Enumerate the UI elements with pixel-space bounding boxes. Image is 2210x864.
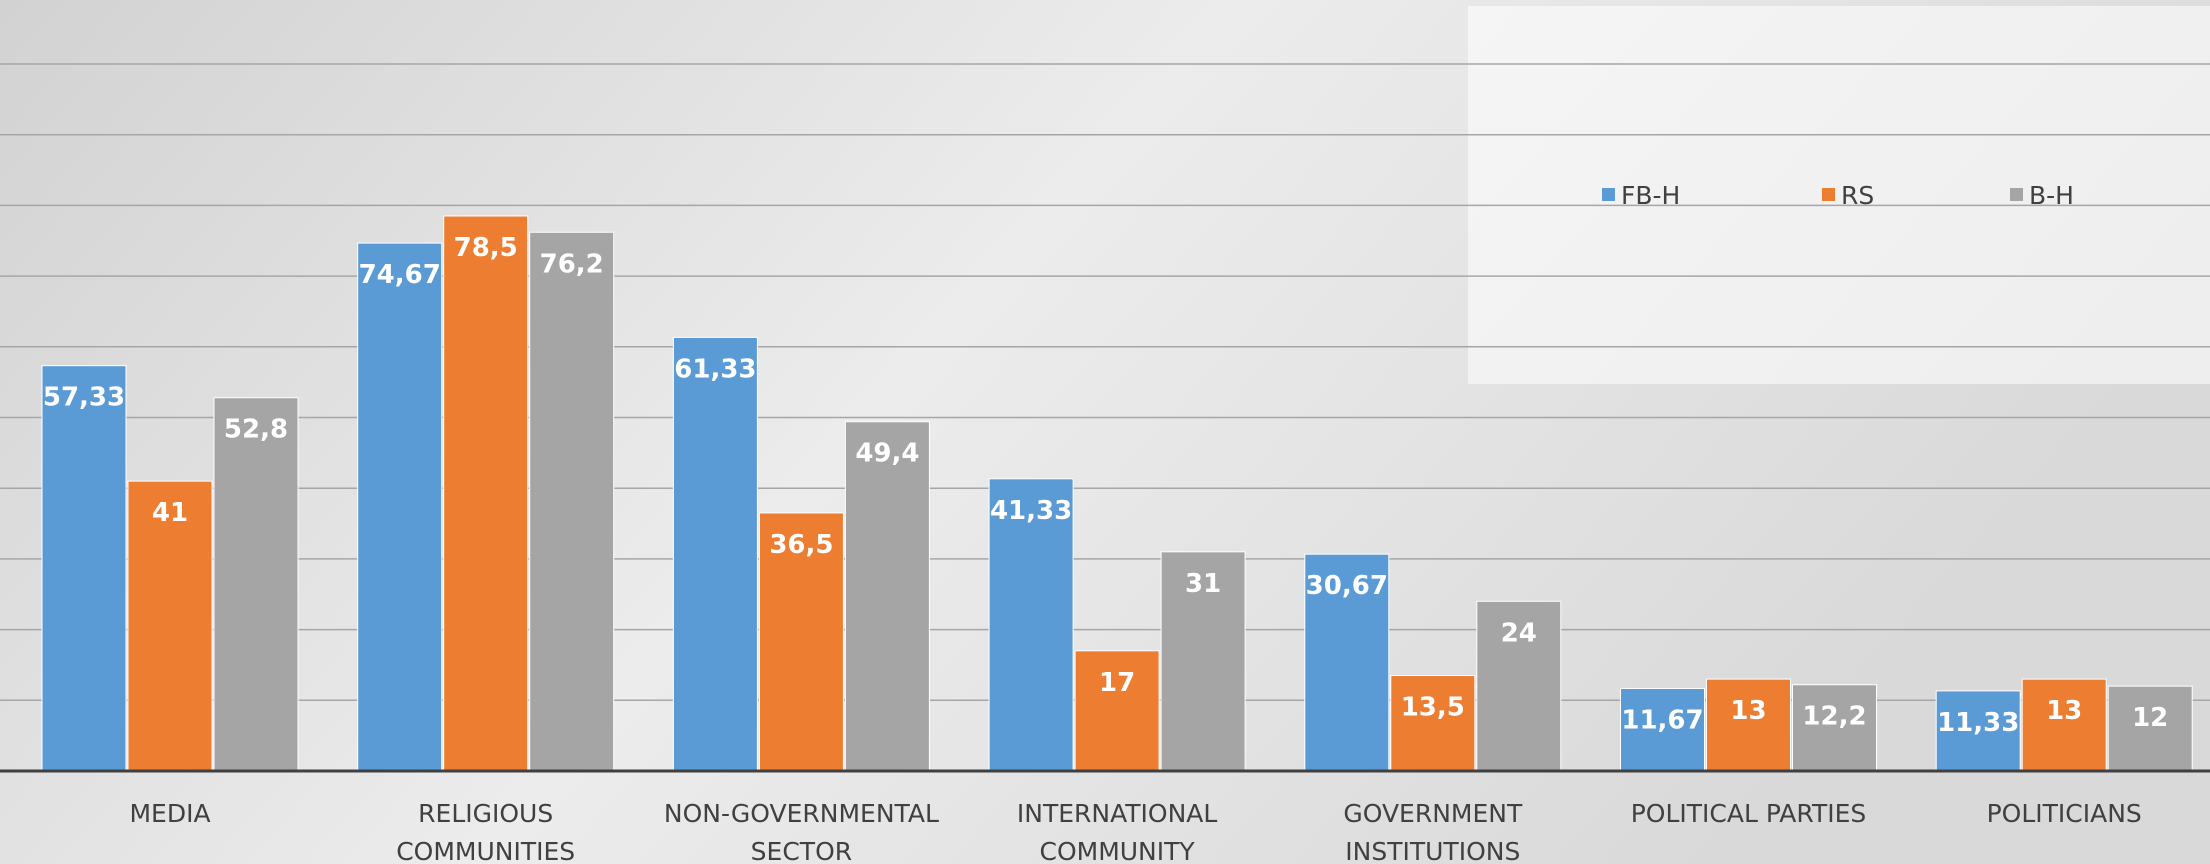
bar-fb-h-5 [1620, 687, 1705, 772]
bar-fb-h-6 [1935, 690, 2021, 772]
category-label: POLITICIANS [1987, 799, 2142, 828]
bar-label-rs-5: 13 [1730, 696, 1766, 726]
bar-rs-5 [1706, 678, 1791, 772]
bar-value-labels: 57,33 41 52,8 74,67 78,5 76,2 61,33 36,5 49,4 41,… [43, 233, 2168, 738]
bar-b-h-5 [1792, 684, 1877, 772]
bar-label-b-h-2: 49,4 [855, 439, 919, 469]
bar-label-rs-3: 17 [1099, 668, 1135, 698]
bar-label-fb-h-0: 57,33 [43, 383, 125, 413]
bar-label-b-h-5: 12,2 [1802, 702, 1866, 732]
category-labels: MEDIA RELIGIOUS COMMUNITIES NON-GOVERNMENTA… [129, 799, 2141, 864]
category-label: SECTOR [751, 837, 852, 864]
bar-rs-1 [443, 215, 529, 772]
legend-swatch-fb-h [1602, 188, 1615, 201]
bar-b-h-2 [844, 421, 930, 772]
bar-label-rs-1: 78,5 [454, 233, 518, 263]
bar-b-h-4 [1476, 600, 1562, 772]
bar-rs-4 [1390, 675, 1476, 772]
bar-label-rs-0: 41 [152, 498, 188, 528]
bar-label-rs-4: 13,5 [1401, 693, 1465, 723]
legend-swatch-rs [1822, 188, 1835, 201]
bar-label-fb-h-4: 30,67 [1306, 571, 1388, 601]
bar-label-fb-h-6: 11,33 [1937, 708, 2019, 738]
bar-fb-h-2 [672, 336, 758, 772]
bar-label-fb-h-2: 61,33 [674, 354, 756, 384]
category-label: GOVERNMENT [1343, 799, 1523, 828]
bar-rs-3 [1074, 650, 1160, 772]
bar-b-h-0 [213, 397, 299, 772]
bar-label-fb-h-5: 11,67 [1621, 705, 1703, 735]
category-label: COMMUNITIES [396, 837, 575, 864]
bars [41, 215, 2193, 772]
category-label: INTERNATIONAL [1017, 799, 1217, 828]
bar-label-fb-h-1: 74,67 [359, 260, 441, 290]
category-label: MEDIA [129, 799, 210, 828]
legend-swatch-b-h [2010, 188, 2023, 201]
bar-label-fb-h-3: 41,33 [990, 496, 1072, 526]
legend-label-rs: RS [1841, 181, 1874, 210]
bar-label-b-h-1: 76,2 [540, 249, 604, 279]
bar-label-rs-2: 36,5 [769, 530, 833, 560]
bar-b-h-6 [2107, 685, 2193, 772]
category-label: POLITICAL PARTIES [1631, 799, 1867, 828]
legend: FB-H RS B-H [1602, 181, 2074, 210]
bar-label-b-h-6: 12 [2132, 703, 2168, 733]
category-label: COMMUNITY [1039, 837, 1195, 864]
bar-rs-6 [2021, 678, 2107, 772]
bar-label-b-h-4: 24 [1501, 618, 1537, 648]
bar-fb-h-3 [988, 478, 1074, 772]
legend-background [1468, 6, 2210, 384]
category-label: INSTITUTIONS [1345, 837, 1520, 864]
bar-b-h-1 [529, 231, 615, 772]
bar-rs-2 [758, 512, 844, 772]
category-label: NON-GOVERNMENTAL [664, 799, 939, 828]
legend-label-b-h: B-H [2029, 181, 2074, 210]
legend-label-fb-h: FB-H [1621, 181, 1680, 210]
bar-rs-0 [127, 480, 213, 772]
bar-fb-h-4 [1304, 553, 1390, 772]
bar-fb-h-1 [357, 242, 443, 772]
bar-b-h-3 [1160, 551, 1246, 772]
category-label: RELIGIOUS [418, 799, 553, 828]
bar-label-b-h-3: 31 [1185, 569, 1221, 599]
bar-label-rs-6: 13 [2046, 696, 2082, 726]
bar-label-b-h-0: 52,8 [224, 415, 288, 445]
bar-fb-h-0 [41, 365, 127, 772]
